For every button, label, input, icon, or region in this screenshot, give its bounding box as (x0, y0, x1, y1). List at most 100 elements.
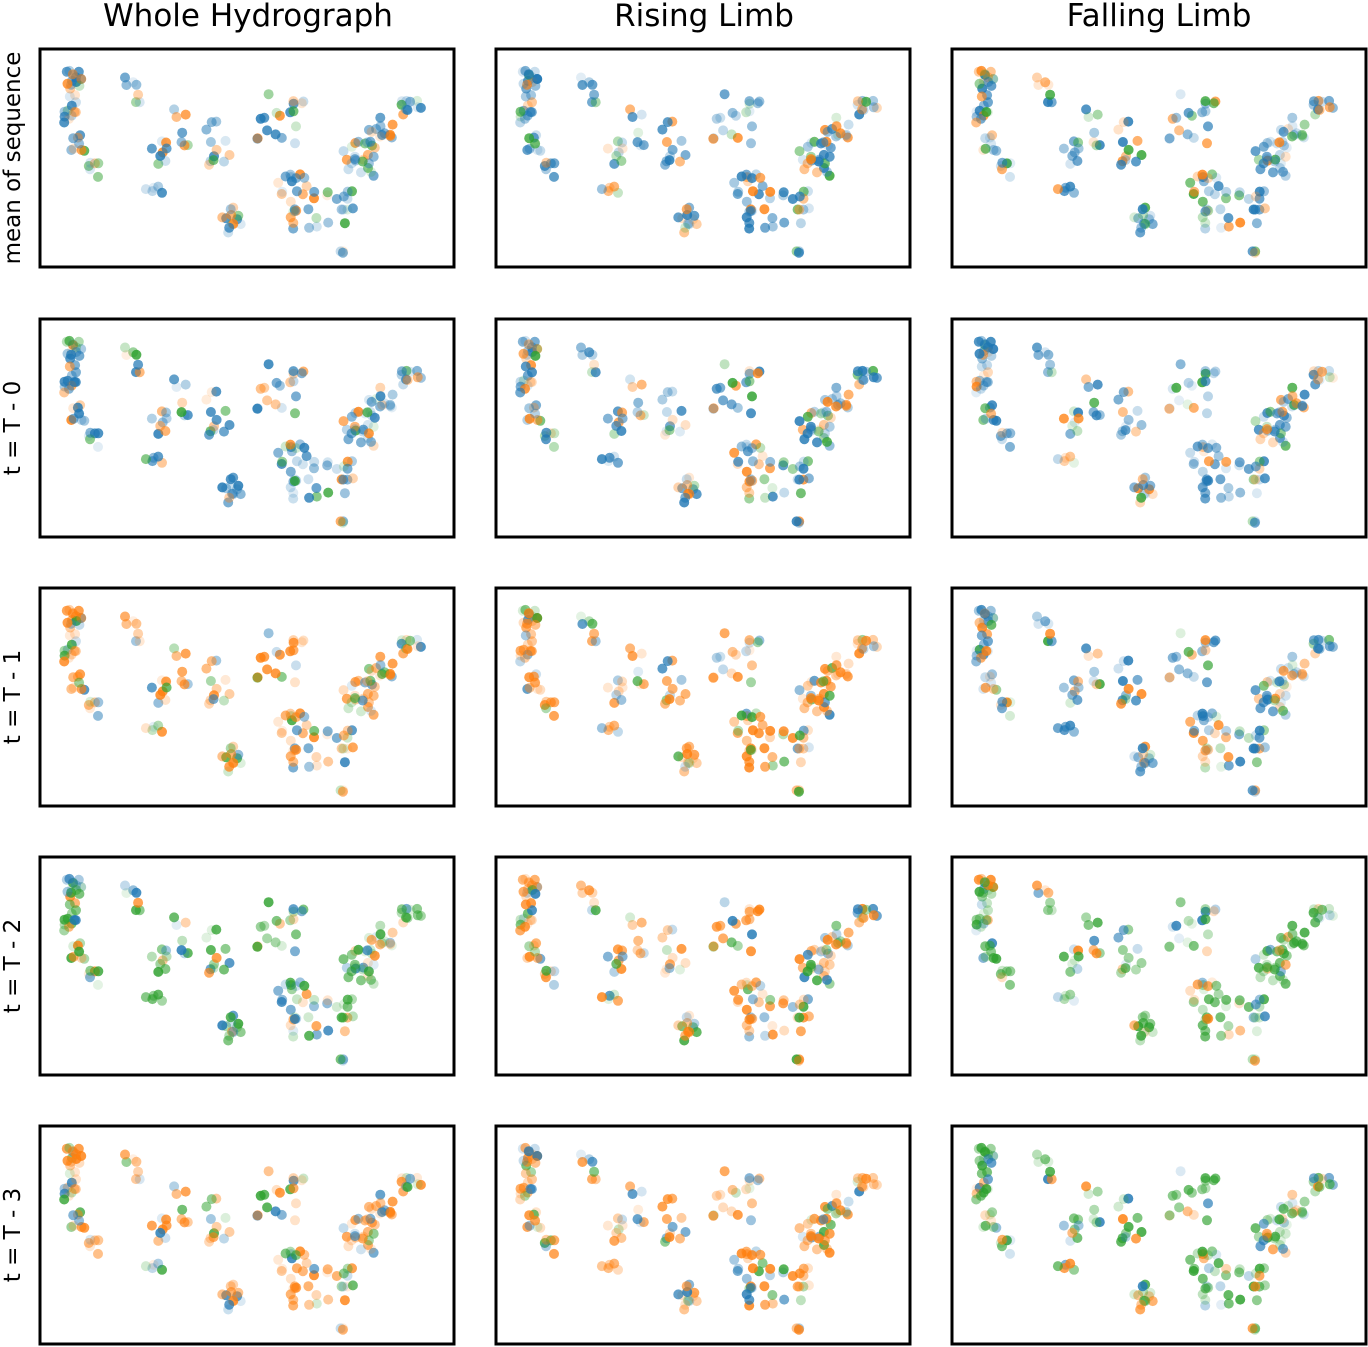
station-point (338, 474, 349, 485)
station-point (798, 456, 809, 467)
station-point (632, 1214, 643, 1225)
station-point (1033, 1157, 1044, 1167)
station-point (971, 656, 982, 667)
station-point (1209, 1266, 1220, 1277)
station-point (1254, 732, 1265, 743)
station-point (530, 80, 541, 91)
station-point (1278, 1203, 1289, 1214)
station-point (224, 1299, 235, 1310)
station-point (134, 1174, 145, 1185)
station-point (1287, 121, 1298, 132)
station-point (814, 424, 825, 435)
station-point (176, 676, 187, 687)
station-point (980, 133, 991, 144)
station-point (66, 145, 77, 155)
station-point (211, 414, 222, 425)
station-point (1274, 149, 1285, 160)
station-point (1058, 951, 1069, 962)
station-point (304, 1299, 315, 1310)
station-point (1223, 221, 1234, 232)
station-point (532, 1151, 543, 1161)
station-point (1171, 112, 1182, 123)
panel-r0-c0 (38, 47, 456, 269)
station-point (680, 1299, 691, 1310)
station-point (1197, 107, 1208, 118)
station-point (273, 1254, 284, 1265)
station-point (524, 403, 535, 414)
station-point (662, 925, 673, 936)
station-point (291, 121, 301, 132)
station-point (526, 1167, 537, 1178)
station-point (746, 138, 756, 149)
station-point (736, 1248, 747, 1259)
station-point (1251, 488, 1262, 499)
station-point (1324, 102, 1335, 113)
station-point (1136, 689, 1147, 699)
station-point (336, 743, 347, 754)
station-point (747, 186, 758, 197)
station-point (802, 411, 813, 422)
station-point (729, 716, 740, 727)
station-point (301, 720, 312, 731)
station-point (363, 966, 374, 977)
station-point (981, 915, 992, 925)
row-label-mean-of-sequence: mean of sequence (0, 52, 26, 265)
station-point (263, 89, 274, 100)
station-point (1197, 751, 1208, 762)
station-point (220, 674, 231, 685)
station-point (217, 1020, 228, 1031)
station-point (978, 380, 989, 391)
station-point (1132, 405, 1143, 416)
station-point (276, 189, 287, 199)
station-point (1094, 140, 1105, 151)
station-point (338, 416, 349, 427)
station-point (1083, 382, 1094, 392)
station-point (405, 635, 416, 646)
station-point (787, 1002, 798, 1012)
station-point (153, 697, 164, 708)
station-point (523, 339, 534, 350)
station-point (991, 1222, 1002, 1233)
station-point (736, 710, 747, 721)
station-point (518, 886, 529, 897)
station-point (1065, 989, 1076, 1000)
station-point (356, 975, 366, 986)
station-point (1164, 403, 1175, 414)
station-point (366, 436, 376, 447)
station-point (525, 377, 536, 387)
station-point (401, 912, 412, 923)
panel-frame (950, 47, 1368, 269)
station-point (357, 426, 368, 437)
station-point (74, 619, 85, 630)
station-point (1138, 1018, 1149, 1028)
station-point (1175, 1166, 1186, 1177)
station-point (1203, 712, 1213, 723)
station-point (778, 460, 789, 471)
station-point (134, 367, 145, 378)
station-point (760, 492, 771, 503)
station-point (235, 219, 246, 230)
station-point (767, 491, 778, 502)
station-point (128, 616, 139, 627)
station-point (375, 1189, 386, 1200)
station-point (1088, 676, 1099, 687)
station-point (667, 144, 678, 155)
station-point (271, 646, 282, 657)
station-point (1073, 143, 1084, 154)
station-point (843, 389, 854, 400)
station-point (1203, 121, 1213, 132)
station-point (64, 630, 75, 641)
station-point (1183, 915, 1194, 926)
station-point (1221, 186, 1232, 197)
station-point (732, 132, 743, 143)
station-point (765, 725, 776, 736)
station-point (252, 133, 263, 144)
station-point (616, 156, 627, 166)
station-point (778, 1264, 789, 1275)
station-point (1254, 1270, 1265, 1281)
station-point (205, 137, 216, 147)
station-point (982, 377, 993, 388)
station-point (1200, 645, 1211, 656)
station-point (1091, 1217, 1102, 1228)
station-point (530, 888, 541, 899)
